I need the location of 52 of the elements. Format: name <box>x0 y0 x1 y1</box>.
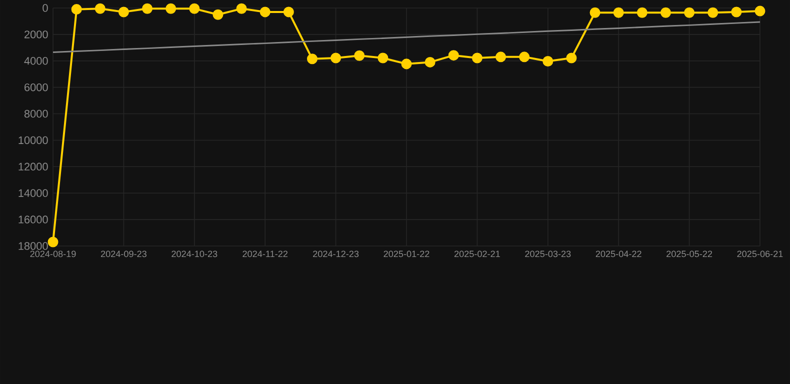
point <box>142 3 153 14</box>
x-tick-label: 2025-06-21 <box>737 250 783 258</box>
point <box>495 52 506 62</box>
point <box>283 6 294 18</box>
point <box>354 50 365 61</box>
point <box>94 3 106 14</box>
x-tick-label: 2024-12-23 <box>313 250 359 258</box>
point <box>754 6 766 16</box>
point <box>636 7 648 18</box>
point <box>118 6 129 18</box>
point <box>330 52 342 64</box>
x-tick-label: 2025-05-22 <box>666 250 712 258</box>
x-tick-label: 2024-09-23 <box>100 250 146 258</box>
y-tick-label: 18000 <box>18 242 48 250</box>
point <box>306 54 318 64</box>
point <box>189 3 200 14</box>
point <box>660 7 671 18</box>
x-tick-label: 2025-02-21 <box>454 250 500 258</box>
x-tick-label: 2025-03-23 <box>525 250 571 258</box>
point <box>708 7 718 18</box>
x-tick-label: 2024-10-23 <box>172 250 218 258</box>
point <box>378 52 388 64</box>
point <box>236 3 247 14</box>
y-tick-label: 0 <box>42 4 48 12</box>
y-tick-label: 16000 <box>18 216 48 224</box>
point <box>684 7 695 18</box>
point <box>424 56 436 68</box>
y-tick-label: 4000 <box>24 57 48 65</box>
point <box>590 7 600 18</box>
point <box>166 3 176 14</box>
y-tick-label: 14000 <box>18 189 48 197</box>
point <box>542 56 554 67</box>
point <box>566 52 577 64</box>
point <box>48 236 58 248</box>
point <box>613 7 624 18</box>
x-tick-label: 2025-04-22 <box>596 250 642 258</box>
point <box>401 58 412 70</box>
x-tick-label: 2024-08-19 <box>30 250 76 258</box>
point <box>731 6 742 18</box>
y-tick-label: 2000 <box>24 30 48 38</box>
y-tick-label: 6000 <box>24 83 48 92</box>
y-tick-label: 12000 <box>18 162 48 171</box>
point <box>448 50 459 61</box>
point <box>260 6 270 18</box>
y-tick-label: 8000 <box>24 110 48 118</box>
point <box>71 4 82 15</box>
point <box>472 52 482 64</box>
x-tick-label: 2024-11-22 <box>242 250 288 258</box>
point <box>519 52 530 62</box>
y-tick-label: 10000 <box>18 136 48 144</box>
x-tick-label: 2025-01-22 <box>384 250 430 258</box>
point <box>212 9 224 20</box>
